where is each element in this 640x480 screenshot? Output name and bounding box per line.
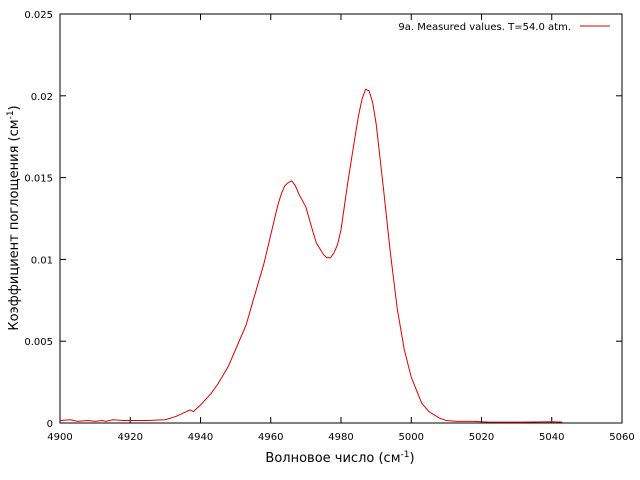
y-tick-label: 0.015 [24, 174, 53, 185]
x-tick-label: 4980 [328, 432, 353, 443]
y-tick-label: 0 [47, 419, 53, 430]
legend: 9a. Measured values. T=54.0 atm. [398, 22, 610, 33]
plot-frame [59, 13, 623, 424]
x-tick-label: 5060 [609, 432, 634, 443]
x-tick-label: 5020 [469, 432, 494, 443]
tick-labels: 4900 4920 4940 4960 4980 5000 5020 5040 5060 0 0.0… [24, 10, 634, 443]
x-tick-label: 4960 [258, 432, 283, 443]
x-tick-label: 5040 [539, 432, 564, 443]
y-tick-label: 0.005 [24, 337, 53, 348]
x-tick-label: 4940 [188, 432, 213, 443]
y-tick-label: 0.02 [31, 92, 53, 103]
axis-ticks [59, 13, 623, 424]
x-tick-label: 5000 [399, 432, 424, 443]
y-tick-label: 0.025 [24, 10, 53, 21]
x-tick-label: 4900 [47, 432, 72, 443]
series-line-measured [59, 88, 563, 423]
x-axis-label: Волновое число (см-1) [265, 450, 414, 466]
y-tick-label: 0.01 [31, 255, 53, 266]
y-axis-label: Коэффициент поглощения (см-1) [6, 105, 22, 330]
legend-entry-label: 9a. Measured values. T=54.0 atm. [398, 22, 571, 33]
x-tick-label: 4920 [118, 432, 143, 443]
